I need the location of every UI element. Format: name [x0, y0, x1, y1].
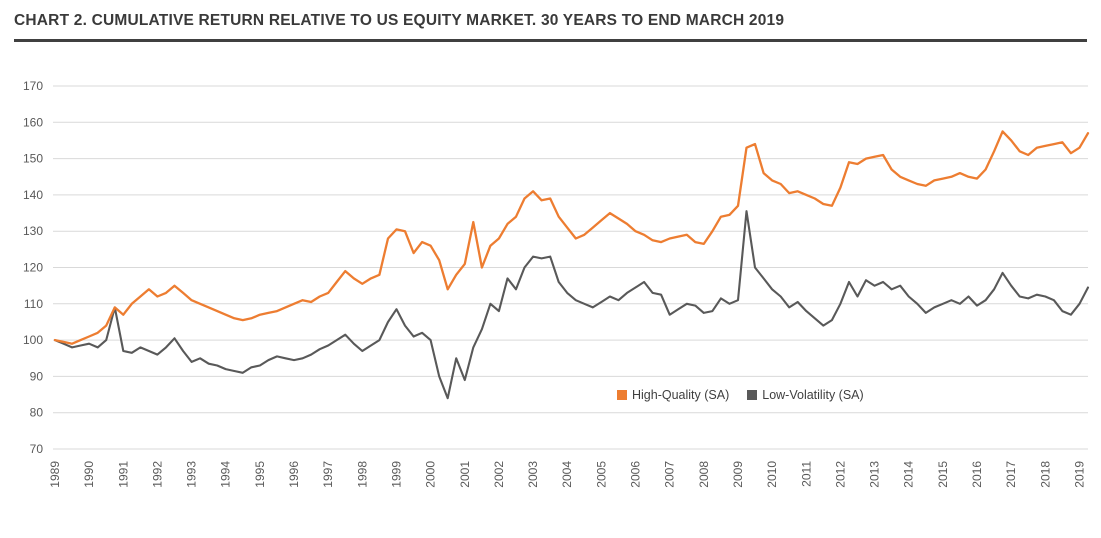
svg-text:2010: 2010: [765, 461, 779, 488]
svg-text:2003: 2003: [526, 461, 540, 488]
chart-title: CHART 2. CUMULATIVE RETURN RELATIVE TO U…: [14, 12, 785, 29]
svg-text:2004: 2004: [560, 461, 574, 488]
high-quality-swatch: [617, 390, 627, 400]
legend-item-low-volatility: Low-Volatility (SA): [747, 388, 864, 402]
chart-header: CHART 2. CUMULATIVE RETURN RELATIVE TO U…: [0, 0, 1101, 42]
legend-label-high-quality: High-Quality (SA): [632, 388, 730, 402]
svg-text:170: 170: [23, 79, 43, 93]
svg-text:90: 90: [30, 369, 44, 383]
svg-text:2017: 2017: [1004, 461, 1018, 488]
svg-text:1998: 1998: [355, 461, 369, 488]
svg-text:1996: 1996: [287, 461, 301, 488]
title-divider: [14, 39, 1087, 42]
svg-text:1990: 1990: [82, 461, 96, 488]
svg-text:1997: 1997: [321, 461, 335, 488]
svg-text:120: 120: [23, 261, 43, 275]
svg-text:1992: 1992: [150, 461, 164, 488]
svg-text:2002: 2002: [492, 461, 506, 488]
svg-text:80: 80: [30, 406, 44, 420]
svg-text:1994: 1994: [219, 461, 233, 488]
svg-text:2012: 2012: [833, 461, 847, 488]
legend-item-high-quality: High-Quality (SA): [617, 388, 729, 402]
svg-text:70: 70: [30, 442, 44, 456]
svg-text:110: 110: [24, 297, 43, 311]
cumulative-return-chart: 70 80 90 100 110 120 130 140 150 160 170 1989 1990 19…: [23, 79, 1090, 488]
svg-text:100: 100: [23, 333, 43, 347]
svg-text:1993: 1993: [185, 461, 199, 488]
svg-text:2015: 2015: [936, 461, 950, 488]
svg-text:2019: 2019: [1073, 461, 1087, 488]
svg-text:2008: 2008: [697, 461, 711, 488]
chart-legend: High-Quality (SA) Low-Volatility (SA): [617, 388, 864, 402]
svg-text:2014: 2014: [902, 461, 916, 488]
svg-text:2006: 2006: [629, 461, 643, 488]
svg-text:140: 140: [23, 188, 43, 202]
svg-text:150: 150: [23, 152, 43, 166]
svg-text:1989: 1989: [48, 461, 62, 488]
chart-area: 70 80 90 100 110 120 130 140 150 160 170 1989 1990 19…: [0, 58, 1101, 538]
svg-text:1991: 1991: [116, 461, 130, 488]
svg-text:2007: 2007: [663, 461, 677, 488]
svg-text:2009: 2009: [731, 461, 745, 488]
svg-text:2001: 2001: [458, 461, 472, 488]
legend-label-low-volatility: Low-Volatility (SA): [762, 388, 864, 402]
svg-text:2016: 2016: [970, 461, 984, 488]
svg-text:1995: 1995: [253, 461, 267, 488]
svg-text:2013: 2013: [868, 461, 882, 488]
svg-text:2018: 2018: [1038, 461, 1052, 488]
svg-text:2005: 2005: [594, 461, 608, 488]
svg-text:2011: 2011: [799, 461, 813, 487]
low-volatility-swatch: [747, 390, 758, 400]
svg-text:2000: 2000: [424, 461, 438, 488]
svg-text:1999: 1999: [390, 461, 404, 488]
svg-text:130: 130: [23, 224, 43, 238]
svg-text:160: 160: [23, 115, 43, 129]
